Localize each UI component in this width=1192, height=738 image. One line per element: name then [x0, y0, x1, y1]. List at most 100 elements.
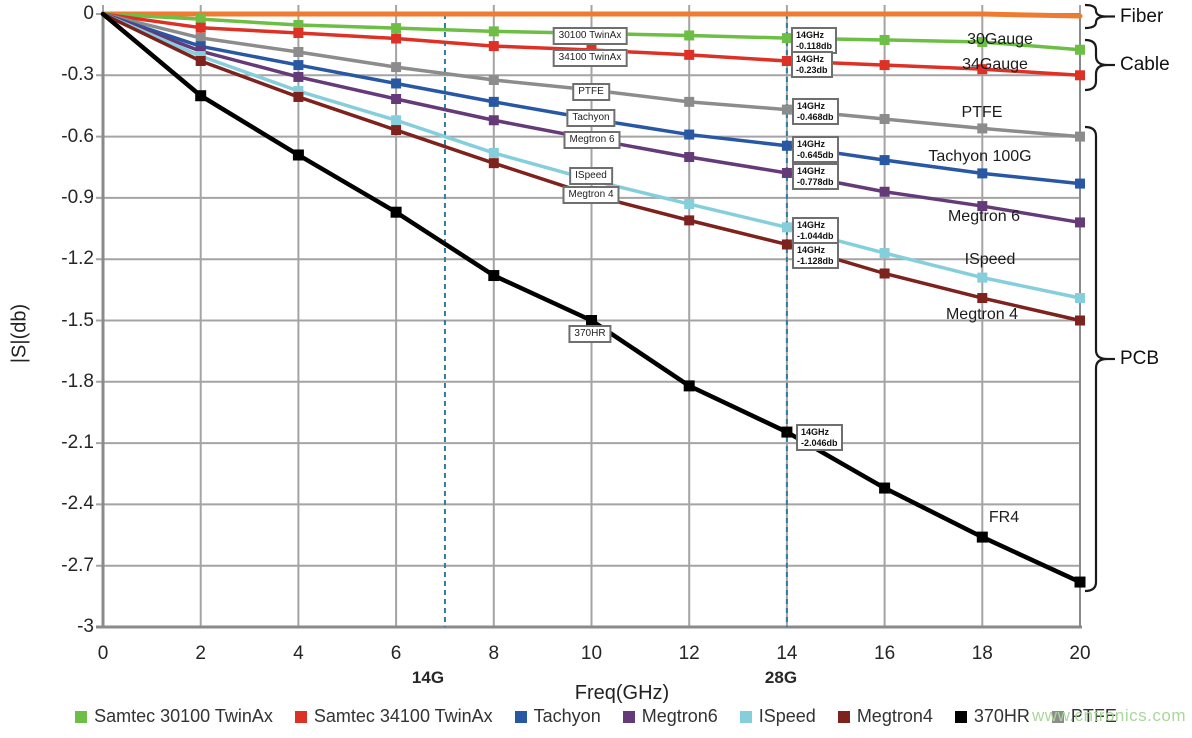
y-tick-label: -1.5 [61, 309, 94, 331]
annotation-freq: 14GHz [801, 427, 830, 437]
series-marker [977, 123, 988, 134]
series-marker [977, 168, 988, 179]
series-marker [879, 34, 890, 45]
series-marker [781, 104, 792, 115]
series-marker [391, 23, 402, 34]
series-marker [488, 147, 499, 158]
series-marker [977, 272, 988, 283]
point-annotation: 14GHz -0.118db [791, 27, 838, 54]
series-marker [391, 115, 402, 126]
curve-label: ISpeed [964, 251, 1016, 268]
annotation-value: -0.468db [797, 111, 834, 122]
y-tick-label: -0.9 [61, 186, 94, 208]
series-marker [977, 36, 988, 47]
series-marker [977, 201, 988, 212]
series-marker [683, 380, 695, 392]
x-tick-label: 16 [874, 643, 896, 664]
series-marker [781, 426, 793, 438]
x-tick-label: 0 [97, 643, 109, 664]
series-marker [586, 315, 597, 326]
y-axis-title: |S|(db) [8, 303, 31, 364]
legend-item: ISpeed [739, 706, 816, 727]
annotation-freq: 14GHz [796, 30, 825, 40]
series-marker [1075, 178, 1085, 189]
curve-label: PTFE [961, 104, 1003, 121]
y-tick-label: -1.2 [61, 248, 94, 270]
inline-series-label: ISpeed [569, 167, 613, 185]
curve-label: Megtron 6 [947, 208, 1021, 225]
series-marker [781, 239, 792, 250]
series-marker [488, 115, 499, 126]
series-marker [391, 94, 402, 105]
y-tick-label: -2.4 [61, 493, 94, 515]
series-line [100, 11, 1083, 19]
legend-swatch [954, 710, 967, 723]
series-marker [781, 55, 792, 66]
x-axis-title: Freq(GHz) [574, 682, 670, 704]
group-brace-Cable [1084, 38, 1108, 92]
series-marker [879, 60, 890, 71]
series-marker [391, 33, 402, 44]
y-tick-label: -0.6 [61, 125, 94, 147]
series-marker [781, 167, 792, 178]
series-marker [293, 28, 304, 39]
legend-label: Megtron4 [856, 706, 933, 726]
series-marker [195, 55, 206, 66]
curve-label: 34Gauge [962, 56, 1028, 73]
series-marker [195, 90, 207, 102]
series-marker [293, 71, 304, 82]
curve-label: FR4 [988, 509, 1020, 526]
series-marker [488, 26, 499, 37]
inline-series-label: PTFE [572, 83, 610, 101]
annotation-value: -1.128db [797, 255, 834, 266]
legend-swatch [837, 710, 850, 723]
legend-item: Samtec 30100 TwinAx [75, 706, 273, 727]
annotation-freq: 14GHz [797, 139, 826, 149]
group-brace-PCB [1084, 125, 1108, 593]
point-annotation: 14GHz -2.046db [796, 424, 843, 451]
y-tick-label: -0.3 [61, 64, 94, 86]
series-marker [293, 47, 304, 58]
legend-label: Tachyon [533, 706, 601, 726]
y-tick-label: -1.8 [61, 370, 94, 392]
legend-label: Megtron6 [641, 706, 718, 726]
series-marker [1075, 217, 1085, 228]
inline-series-label: 34100 TwinAx [552, 49, 628, 67]
reference-label-14G: 14G [411, 668, 445, 687]
point-annotation: 14GHz -1.044db [792, 217, 839, 244]
series-marker [879, 268, 890, 279]
series-marker [391, 62, 402, 73]
annotation-freq: 14GHz [797, 220, 826, 230]
series-marker [684, 49, 695, 60]
legend-item: Megtron4 [837, 706, 933, 727]
legend-item: Tachyon [514, 706, 601, 727]
x-tick-label: 10 [580, 643, 603, 664]
legend-item: Megtron6 [622, 706, 718, 727]
legend-swatch [1051, 710, 1064, 723]
group-label-PCB: PCB [1120, 348, 1160, 369]
annotation-freq: 14GHz [797, 166, 826, 176]
annotation-freq: 14GHz [797, 101, 826, 111]
legend-item: PTFE [1051, 706, 1117, 727]
series-marker [976, 531, 988, 543]
series-marker [879, 248, 890, 259]
series-marker [781, 222, 792, 233]
series-marker [781, 140, 792, 151]
y-tick-label: 0 [83, 3, 94, 24]
x-tick-label: 20 [1069, 643, 1091, 664]
annotation-value: -0.118db [796, 40, 833, 51]
annotation-value: -1.044db [797, 230, 834, 241]
legend-swatch [622, 710, 635, 723]
x-tick-label: 18 [971, 643, 993, 664]
y-tick-label: -2.7 [61, 554, 94, 576]
legend-item: 370HR [954, 706, 1030, 727]
group-brace-Fiber [1084, 3, 1108, 30]
legend-swatch [75, 710, 88, 723]
legend-label: 370HR [973, 706, 1030, 726]
series-marker [195, 32, 206, 43]
annotation-freq: 14GHz [796, 54, 825, 64]
series-marker [1075, 70, 1085, 81]
series-marker [1075, 315, 1085, 326]
series-marker [684, 152, 695, 163]
